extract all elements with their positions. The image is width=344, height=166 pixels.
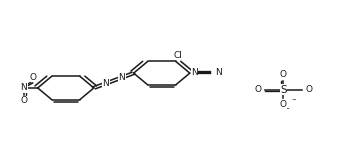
Text: S: S	[280, 85, 287, 95]
Text: N: N	[215, 68, 222, 77]
Text: Cl: Cl	[173, 51, 182, 60]
Text: O: O	[254, 85, 261, 94]
Text: O: O	[280, 70, 287, 79]
Text: N: N	[21, 83, 28, 92]
Text: O: O	[29, 73, 36, 82]
Text: O: O	[21, 96, 28, 105]
Text: $^-$: $^-$	[290, 96, 297, 105]
Text: O: O	[305, 85, 313, 94]
Text: N: N	[192, 68, 198, 77]
Text: $^-$: $^-$	[283, 104, 290, 113]
Text: O: O	[280, 100, 287, 109]
Text: N: N	[118, 73, 125, 82]
Text: N: N	[103, 79, 109, 88]
